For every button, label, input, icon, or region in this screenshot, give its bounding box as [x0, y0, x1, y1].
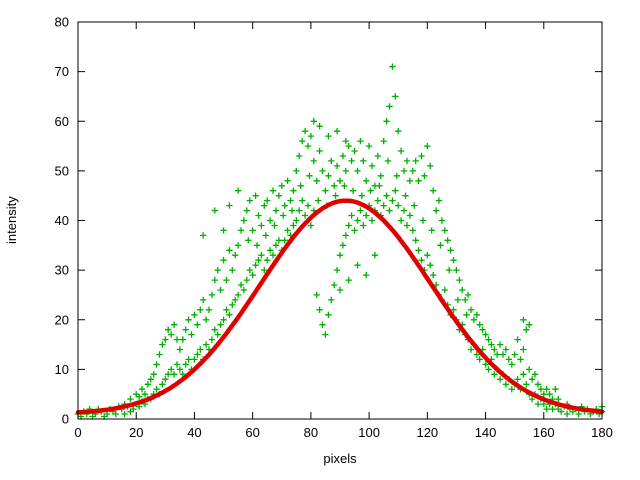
y-tick-label: 70 — [55, 64, 69, 79]
fit-curve — [75, 198, 605, 415]
y-tick-label: 60 — [55, 114, 69, 129]
y-tick-label: 30 — [55, 263, 69, 278]
x-tick-label: 80 — [304, 425, 318, 440]
x-tick-label: 160 — [533, 425, 555, 440]
y-tick-label: 10 — [55, 362, 69, 377]
x-tick-label: 180 — [591, 425, 613, 440]
x-tick-label: 20 — [129, 425, 143, 440]
y-tick-label: 80 — [55, 15, 69, 30]
x-tick-label: 120 — [416, 425, 438, 440]
x-tick-label: 100 — [358, 425, 380, 440]
x-tick-label: 60 — [245, 425, 259, 440]
x-axis-label: pixels — [323, 451, 357, 466]
y-tick-label: 0 — [62, 412, 69, 427]
scatter-points — [74, 63, 606, 420]
x-tick-label: 0 — [74, 425, 81, 440]
y-tick-label: 50 — [55, 163, 69, 178]
y-tick-label: 20 — [55, 312, 69, 327]
x-tick-label: 140 — [475, 425, 497, 440]
y-tick-label: 40 — [55, 213, 69, 228]
x-tick-label: 40 — [187, 425, 201, 440]
y-axis-label: intensity — [4, 196, 19, 245]
